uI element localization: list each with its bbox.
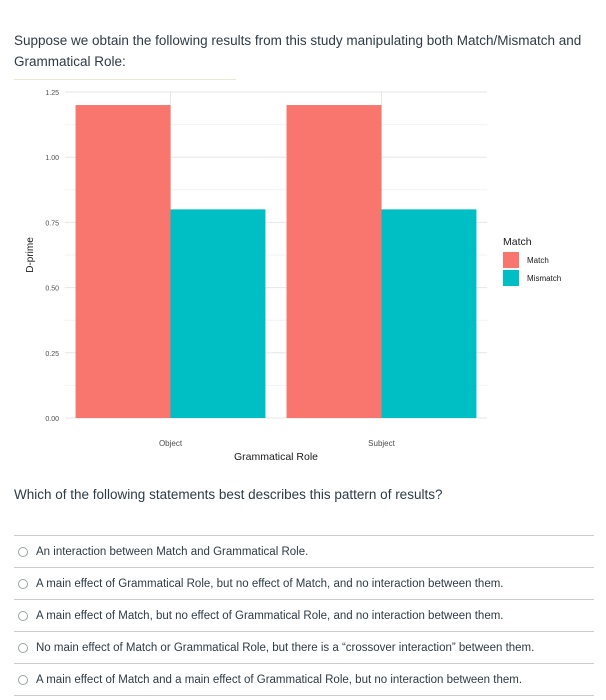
radio-button[interactable] — [18, 546, 28, 557]
answer-label: No main effect of Match or Grammatical R… — [36, 641, 535, 654]
radio-button[interactable] — [18, 642, 28, 653]
legend-swatch-match — [503, 252, 519, 268]
answer-option-4[interactable]: No main effect of Match or Grammatical R… — [14, 631, 594, 663]
radio-button[interactable] — [18, 674, 28, 685]
question-prompt: Which of the following statements best d… — [14, 487, 443, 502]
answer-label: A main effect of Match and a main effect… — [36, 673, 523, 686]
y-tick-label: 1.25 — [45, 90, 59, 97]
bar-chart-svg: 0.00 0.25 0.50 0.75 1.00 1.25 Object Subject Gra… — [25, 90, 561, 463]
answer-label: A main effect of Match, but no effect of… — [36, 609, 504, 622]
radio-button[interactable] — [18, 610, 28, 621]
answer-options: An interaction between Match and Grammat… — [14, 535, 594, 696]
y-tick-label: 1.00 — [45, 155, 59, 162]
legend-swatch-mismatch — [503, 270, 519, 286]
answer-option-5[interactable]: A main effect of Match and a main effect… — [14, 663, 594, 696]
x-tick-label: Subject — [368, 439, 395, 448]
question-intro: Suppose we obtain the following results … — [14, 33, 582, 69]
y-tick-label: 0.00 — [45, 416, 59, 423]
legend-label: Mismatch — [527, 274, 561, 283]
y-tick-label: 0.50 — [45, 286, 59, 293]
x-axis-title: Grammatical Role — [234, 451, 318, 463]
divider — [14, 79, 236, 80]
bar-match-subject — [286, 105, 382, 418]
legend-label: Match — [527, 256, 549, 265]
y-tick-label: 0.75 — [45, 220, 59, 227]
y-axis-title: D-prime — [25, 237, 36, 273]
bar-match-object — [75, 105, 171, 418]
answer-option-3[interactable]: A main effect of Match, but no effect of… — [14, 599, 594, 631]
bar-mismatch-subject — [381, 209, 477, 418]
bar-mismatch-object — [170, 209, 266, 418]
answer-label: An interaction between Match and Grammat… — [36, 545, 309, 558]
radio-button[interactable] — [18, 578, 28, 589]
y-tick-label: 0.25 — [45, 351, 59, 358]
bar-chart: 0.00 0.25 0.50 0.75 1.00 1.25 Object Subject Gra… — [0, 82, 606, 468]
answer-option-2[interactable]: A main effect of Grammatical Role, but n… — [14, 567, 594, 599]
answer-option-1[interactable]: An interaction between Match and Grammat… — [14, 535, 594, 567]
x-tick-label: Object — [159, 439, 183, 448]
answer-label: A main effect of Grammatical Role, but n… — [36, 577, 504, 590]
legend-title: Match — [503, 236, 532, 248]
